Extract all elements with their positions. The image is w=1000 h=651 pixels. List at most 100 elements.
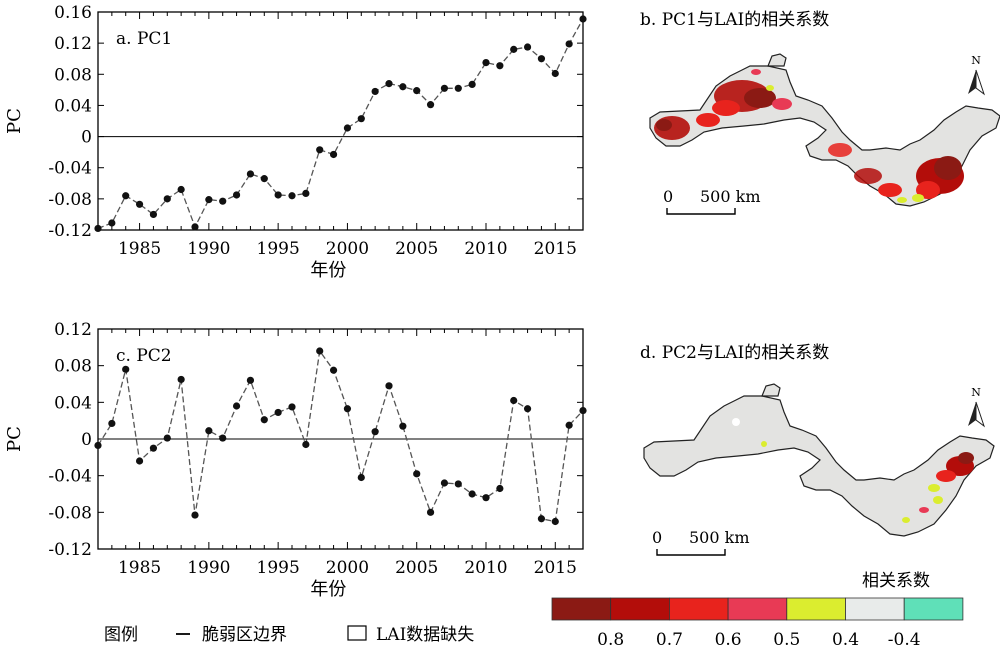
chart0-data-point	[274, 191, 282, 199]
chart1-xtick-label: 2000	[326, 558, 369, 578]
chart0-data-point	[579, 15, 587, 23]
chart1-data-point	[357, 473, 365, 482]
chart1-xlabel: 年份	[310, 579, 346, 600]
chart1-data-point	[551, 517, 559, 526]
chart1-series-line	[97, 349, 584, 523]
north-label-d: N	[971, 386, 981, 399]
chart0-ylabel: PC	[4, 108, 25, 134]
legend-boundary: 脆弱区边界	[202, 625, 287, 645]
colorbar-swatch	[903, 597, 964, 621]
chart0-panel-label: a. PC1	[116, 29, 172, 49]
chart1-data-point	[371, 428, 379, 436]
chart0-data-point	[177, 185, 185, 194]
chart0-xtick-label: 2010	[464, 239, 507, 259]
chart1-data-point	[260, 416, 268, 424]
north-arrow-icon: N	[968, 54, 985, 96]
chart0-xtick-label: 1985	[118, 239, 161, 259]
chart0-xlabel: 年份	[310, 260, 346, 281]
chart1-data-point	[302, 440, 310, 449]
chart1-data-point	[246, 376, 255, 384]
chart1-data-point	[440, 479, 449, 487]
chart0-data-point	[357, 115, 365, 123]
chart1-data-point	[149, 444, 158, 452]
colorbar-tick-label: 0.6	[715, 630, 742, 650]
chart0-ytick-label: -0.04	[48, 159, 92, 179]
scale-value-d: 500 km	[689, 528, 750, 547]
scale-bar-d: 0 500 km	[652, 528, 750, 556]
map-d-title: d. PC2与LAI的相关系数	[640, 343, 829, 363]
colorbar-swatches	[551, 597, 964, 621]
region-outline-b-north	[767, 53, 787, 67]
chart0-ytick-label: 0.04	[54, 96, 92, 116]
chart0-data-point	[510, 45, 518, 53]
chart0-ytick-label: 0	[81, 128, 92, 148]
chart0-data-point	[232, 191, 241, 199]
chart1-data-point	[274, 408, 282, 417]
chart1-data-point	[343, 405, 352, 413]
region-outline-d	[643, 395, 995, 537]
colorbar-swatch	[845, 597, 905, 621]
map-legend: 图例 脆弱区边界 LAI数据缺失	[104, 625, 474, 645]
chart0-xtick-label: 2005	[395, 239, 438, 259]
chart1-panel-label: c. PC2	[116, 346, 172, 366]
colorbar-swatch	[669, 597, 729, 621]
colorbar-swatch	[727, 597, 788, 621]
chart1-data-point	[565, 421, 573, 429]
chart1-xtick-label: 2015	[534, 558, 577, 578]
chart0-data-point	[440, 84, 449, 92]
colorbar-tick-label: 0.8	[597, 630, 624, 650]
chart0-data-point	[108, 219, 116, 227]
chart1-data-point	[191, 511, 199, 519]
chart1-data-point	[122, 365, 130, 373]
chart0-data-point	[468, 80, 476, 89]
chart1-ytick-label: -0.04	[48, 467, 92, 487]
chart1-data-point	[108, 419, 116, 428]
chart1-xtick-label: 1995	[257, 558, 300, 578]
chart1-ytick-label: 0.04	[54, 393, 92, 413]
chart1-data-point	[496, 484, 504, 493]
pc2-line-chart: 0.12 0.08 0.04 0 -0.04 -0.08 -0.12 1985 1990 1995…	[4, 320, 587, 600]
scale-bar-b: 0 500 km	[663, 187, 761, 215]
chart1-data-point	[523, 405, 532, 413]
chart1-ytick-label: 0.12	[54, 320, 92, 340]
chart1-data-point	[329, 366, 338, 374]
chart0-data-point	[482, 59, 490, 67]
chart1-ytick-label: -0.12	[48, 540, 92, 560]
chart1-ytick-label: 0	[81, 430, 92, 450]
scale-zero-d: 0	[652, 528, 662, 547]
chart1-xtick-label: 1985	[118, 558, 161, 578]
chart1-data-point	[219, 434, 227, 442]
chart0-data-point	[343, 124, 352, 132]
chart0-data-point	[565, 40, 573, 48]
chart1-data-point	[537, 515, 546, 523]
chart1-ylabel: PC	[4, 426, 25, 452]
chart0-data-point	[149, 210, 158, 219]
chart1-data-point	[510, 396, 518, 405]
chart0-data-point	[163, 195, 171, 203]
chart0-ytick-label: -0.12	[48, 221, 92, 241]
chart0-plot-frame	[97, 11, 584, 231]
chart1-data-point	[468, 490, 476, 498]
chart0-data-point	[302, 189, 310, 198]
chart0-data-point	[219, 197, 227, 205]
chart1-data-point	[426, 508, 435, 516]
colorbar-tick-label: 0.7	[656, 630, 683, 650]
chart0-series-line	[97, 18, 584, 230]
chart1-data-point	[205, 427, 213, 435]
chart0-data-point	[316, 146, 324, 154]
colorbar-tick-label: 0.4	[832, 630, 859, 650]
chart1-data-point	[177, 375, 185, 384]
missing-data-swatch	[347, 625, 367, 641]
chart1-data-point	[135, 457, 144, 465]
chart0-data-point	[413, 87, 421, 95]
chart0-xtick-label: 2015	[534, 239, 577, 259]
chart1-data-point	[482, 494, 490, 502]
chart0-xtick-label: 1990	[187, 239, 230, 259]
pc1-correlation-map: b. PC1与LAI的相关系数 N	[640, 10, 1000, 215]
chart0-data-point	[260, 175, 268, 183]
chart0-data-point	[496, 62, 504, 70]
colorbar-tick-label: -0.4	[888, 630, 921, 650]
colorbar-title: 相关系数	[862, 571, 930, 591]
chart1-xtick-label: 1990	[187, 558, 230, 578]
map-d-correlation-patches	[732, 418, 974, 523]
